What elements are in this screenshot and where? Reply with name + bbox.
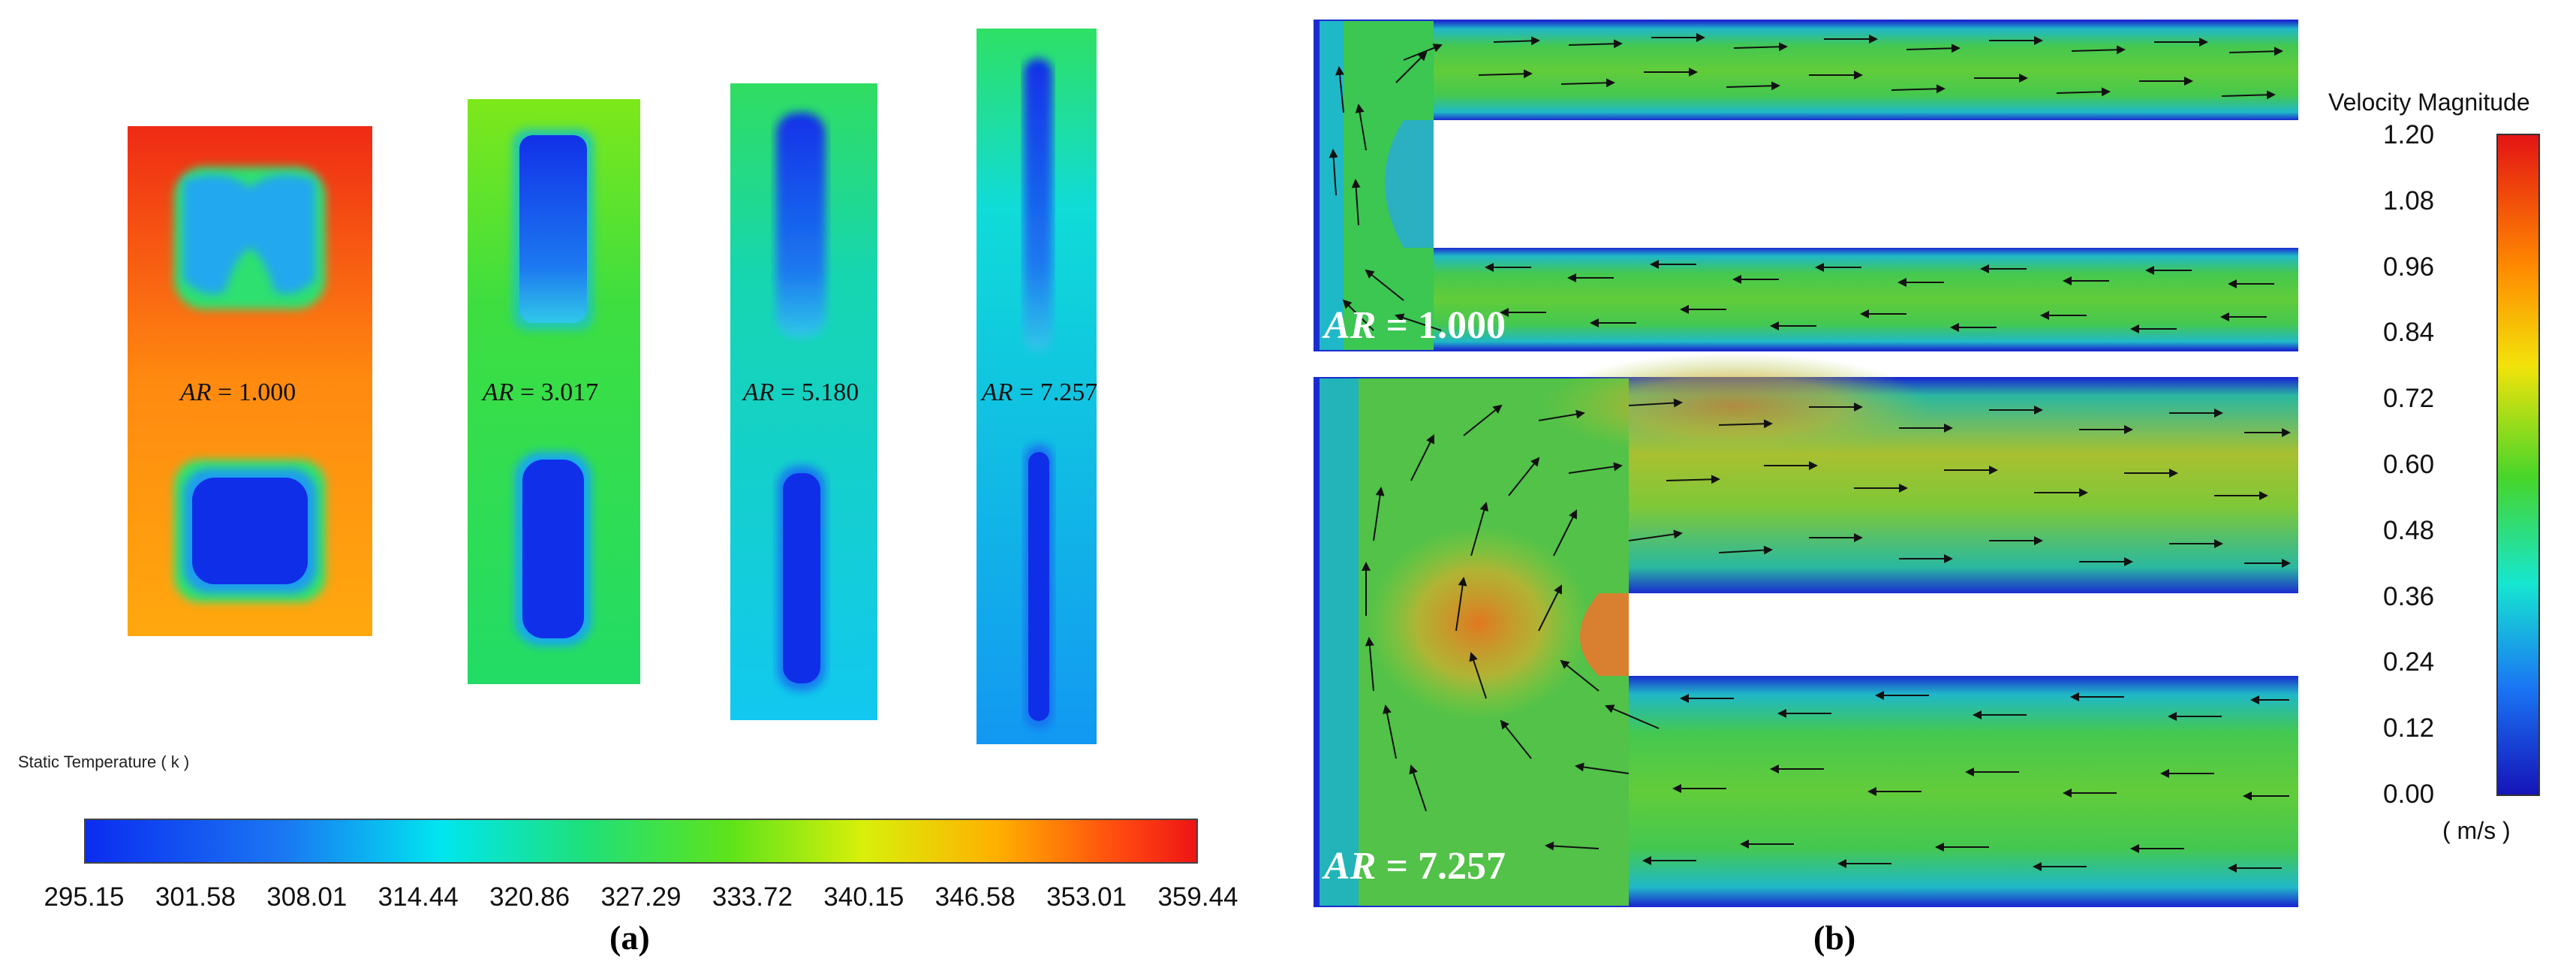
ar-prefix: AR: [743, 378, 775, 406]
temperature-tick-label: 314.44: [378, 882, 459, 912]
ar-value: = 7.257: [1013, 378, 1098, 406]
velocity-tick-label: 0.12: [2383, 713, 2435, 743]
ar-value: = 7.257: [1376, 845, 1506, 888]
ar-prefix: AR: [180, 378, 212, 406]
velocity-tick-label: 0.96: [2383, 252, 2435, 282]
ar-prefix: AR: [1324, 845, 1377, 888]
ar-value: = 1.000: [1376, 304, 1506, 347]
temperature-tick-label: 295.15: [44, 882, 125, 912]
temperature-legend-title: Static Temperature ( k ): [18, 752, 190, 771]
velocity-unit-label: ( m/s ): [2442, 817, 2511, 844]
velocity-tick-label: 0.60: [2383, 450, 2435, 479]
velocity-tick-label: 1.20: [2383, 120, 2435, 149]
flow-domain-ar-7257: [1314, 353, 2298, 907]
ar-prefix: AR: [1324, 304, 1377, 347]
ar-label-1000: AR = 1.000: [180, 378, 296, 407]
ar-value: = 3.017: [513, 378, 599, 406]
contour-ar-3017: [468, 99, 640, 684]
ar-label-5180: AR = 5.180: [743, 378, 859, 407]
velocity-tick-label: 0.84: [2383, 318, 2435, 348]
temperature-tick-label: 359.44: [1157, 882, 1238, 912]
velocity-tick-label: 0.00: [2383, 780, 2435, 809]
panel-b-caption: (b): [1813, 918, 1856, 957]
ar-label-3017: AR = 3.017: [483, 378, 598, 407]
velocity-vector-panel: [1314, 20, 2298, 907]
velocity-tick-label: 1.08: [2383, 185, 2435, 216]
panel-a-caption: (a): [609, 918, 650, 957]
temperature-tick-label: 327.29: [600, 882, 682, 912]
contour-ar-7257: [977, 29, 1097, 744]
flow-label-ar-7257: AR = 7.257: [1324, 844, 1506, 888]
temperature-tick-label: 340.15: [823, 882, 904, 912]
temperature-contour-panel: [128, 29, 1097, 744]
ar-prefix: AR: [982, 378, 1013, 406]
temperature-tick-label: 301.58: [155, 882, 236, 912]
velocity-tick-label: 0.48: [2383, 515, 2435, 545]
velocity-tick-label: 0.36: [2383, 581, 2435, 611]
temperature-tick-label: 346.58: [934, 882, 1016, 912]
ar-label-7257: AR = 7.257: [982, 378, 1097, 407]
temperature-colorbar: [84, 819, 1198, 864]
velocity-tick-label: 0.72: [2383, 384, 2435, 414]
contour-ar-5180: [730, 83, 877, 720]
velocity-colorbar: [2496, 134, 2540, 796]
ar-value: = 1.000: [211, 378, 296, 406]
flow-domain-ar-1000: [1314, 20, 2298, 351]
velocity-legend-title: Velocity Magnitude: [2328, 89, 2530, 116]
ar-prefix: AR: [483, 378, 514, 406]
contour-ar-1000: [128, 126, 372, 636]
temperature-tick-label: 308.01: [266, 882, 348, 912]
velocity-tick-label: 0.24: [2383, 647, 2435, 677]
velocity-vectors-upper: [1329, 33, 2283, 333]
flow-label-ar-1000: AR = 1.000: [1324, 303, 1506, 348]
velocity-vectors-lower: [1362, 398, 2291, 873]
temperature-tick-label: 333.72: [712, 882, 793, 912]
ar-value: = 5.180: [774, 378, 859, 406]
temperature-tick-label: 353.01: [1046, 882, 1127, 912]
temperature-tick-label: 320.86: [489, 882, 570, 912]
